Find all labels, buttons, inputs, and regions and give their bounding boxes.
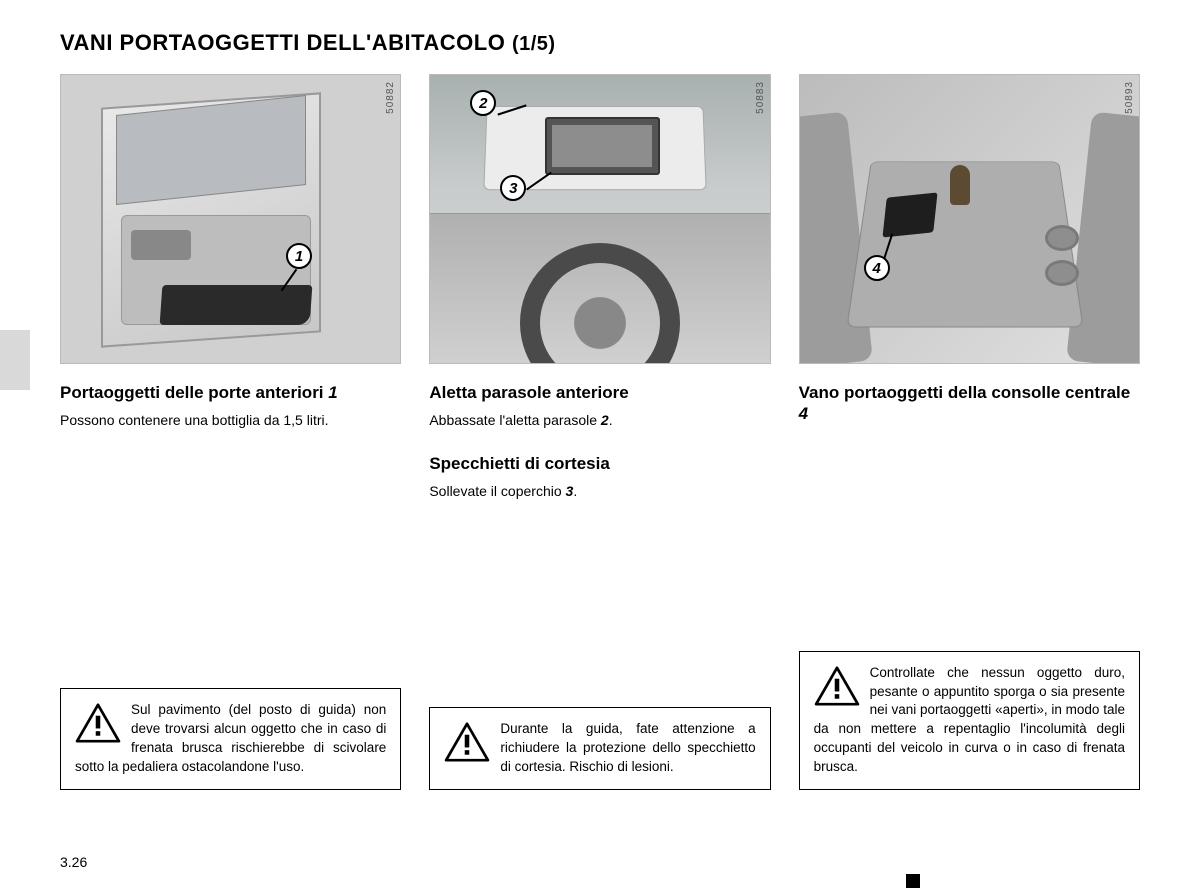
warning-icon — [444, 722, 490, 768]
figure-id-2: 50883 — [755, 81, 766, 114]
window-controls — [131, 230, 191, 260]
column-middle: 50883 2 3 Aletta parasole anteriore Abba… — [429, 74, 770, 814]
crop-mark — [906, 874, 920, 888]
gear-shifter — [950, 165, 970, 205]
figure-door-pocket: 50882 1 — [60, 74, 401, 364]
heading-door-storage: Portaoggetti delle porte anteriori 1 — [60, 382, 401, 403]
warning-text-2: Durante la guida, fate attenzione a rich… — [500, 721, 755, 774]
vanity-mirror — [552, 125, 652, 167]
callout-1: 1 — [286, 243, 312, 269]
column-right: 50893 4 Vano portaoggetti della consolle… — [799, 74, 1140, 814]
heading-console-storage: Vano portaoggetti della consolle central… — [799, 382, 1140, 425]
callout-4: 4 — [864, 255, 890, 281]
heading-vanity-mirror: Specchietti di cortesia — [429, 453, 770, 474]
figure-id-1: 50882 — [385, 81, 396, 114]
heading-sunvisor: Aletta parasole anteriore — [429, 382, 770, 403]
figure-console: 50893 4 — [799, 74, 1140, 364]
warning-text-1: Sul pavimento (del posto di guida) non d… — [75, 702, 386, 774]
warning-icon — [75, 703, 121, 749]
cupholder-2 — [1045, 260, 1079, 286]
text-sunvisor: Abbassate l'aletta parasole 2. — [429, 411, 770, 431]
figure-id-3: 50893 — [1124, 81, 1135, 114]
title-part: (1/5) — [512, 33, 556, 55]
content-columns: 50882 1 Portaoggetti delle porte anterio… — [60, 74, 1140, 814]
text-door-storage: Possono contenere una bottiglia da 1,5 l… — [60, 411, 401, 431]
manual-page: VANI PORTAOGGETTI DELL'ABITACOLO (1/5) 5… — [0, 0, 1200, 888]
figure-sunvisor: 50883 2 3 — [429, 74, 770, 364]
warning-floor-objects: Sul pavimento (del posto di guida) non d… — [60, 688, 401, 790]
warning-icon — [814, 666, 860, 712]
column-left: 50882 1 Portaoggetti delle porte anterio… — [60, 74, 401, 814]
page-number: 3.26 — [60, 854, 87, 870]
text-vanity-mirror: Sollevate il coperchio 3. — [429, 482, 770, 502]
console-storage — [882, 192, 937, 237]
warning-mirror-cover: Durante la guida, fate attenzione a rich… — [429, 707, 770, 790]
warning-open-storage: Controllate che nessun oggetto duro, pes… — [799, 651, 1140, 790]
page-title: VANI PORTAOGGETTI DELL'ABITACOLO (1/5) — [60, 30, 1140, 56]
title-main: VANI PORTAOGGETTI DELL'ABITACOLO — [60, 30, 505, 55]
door-pocket — [160, 285, 313, 325]
cupholder-1 — [1045, 225, 1079, 251]
warning-text-3: Controllate che nessun oggetto duro, pes… — [814, 665, 1125, 774]
